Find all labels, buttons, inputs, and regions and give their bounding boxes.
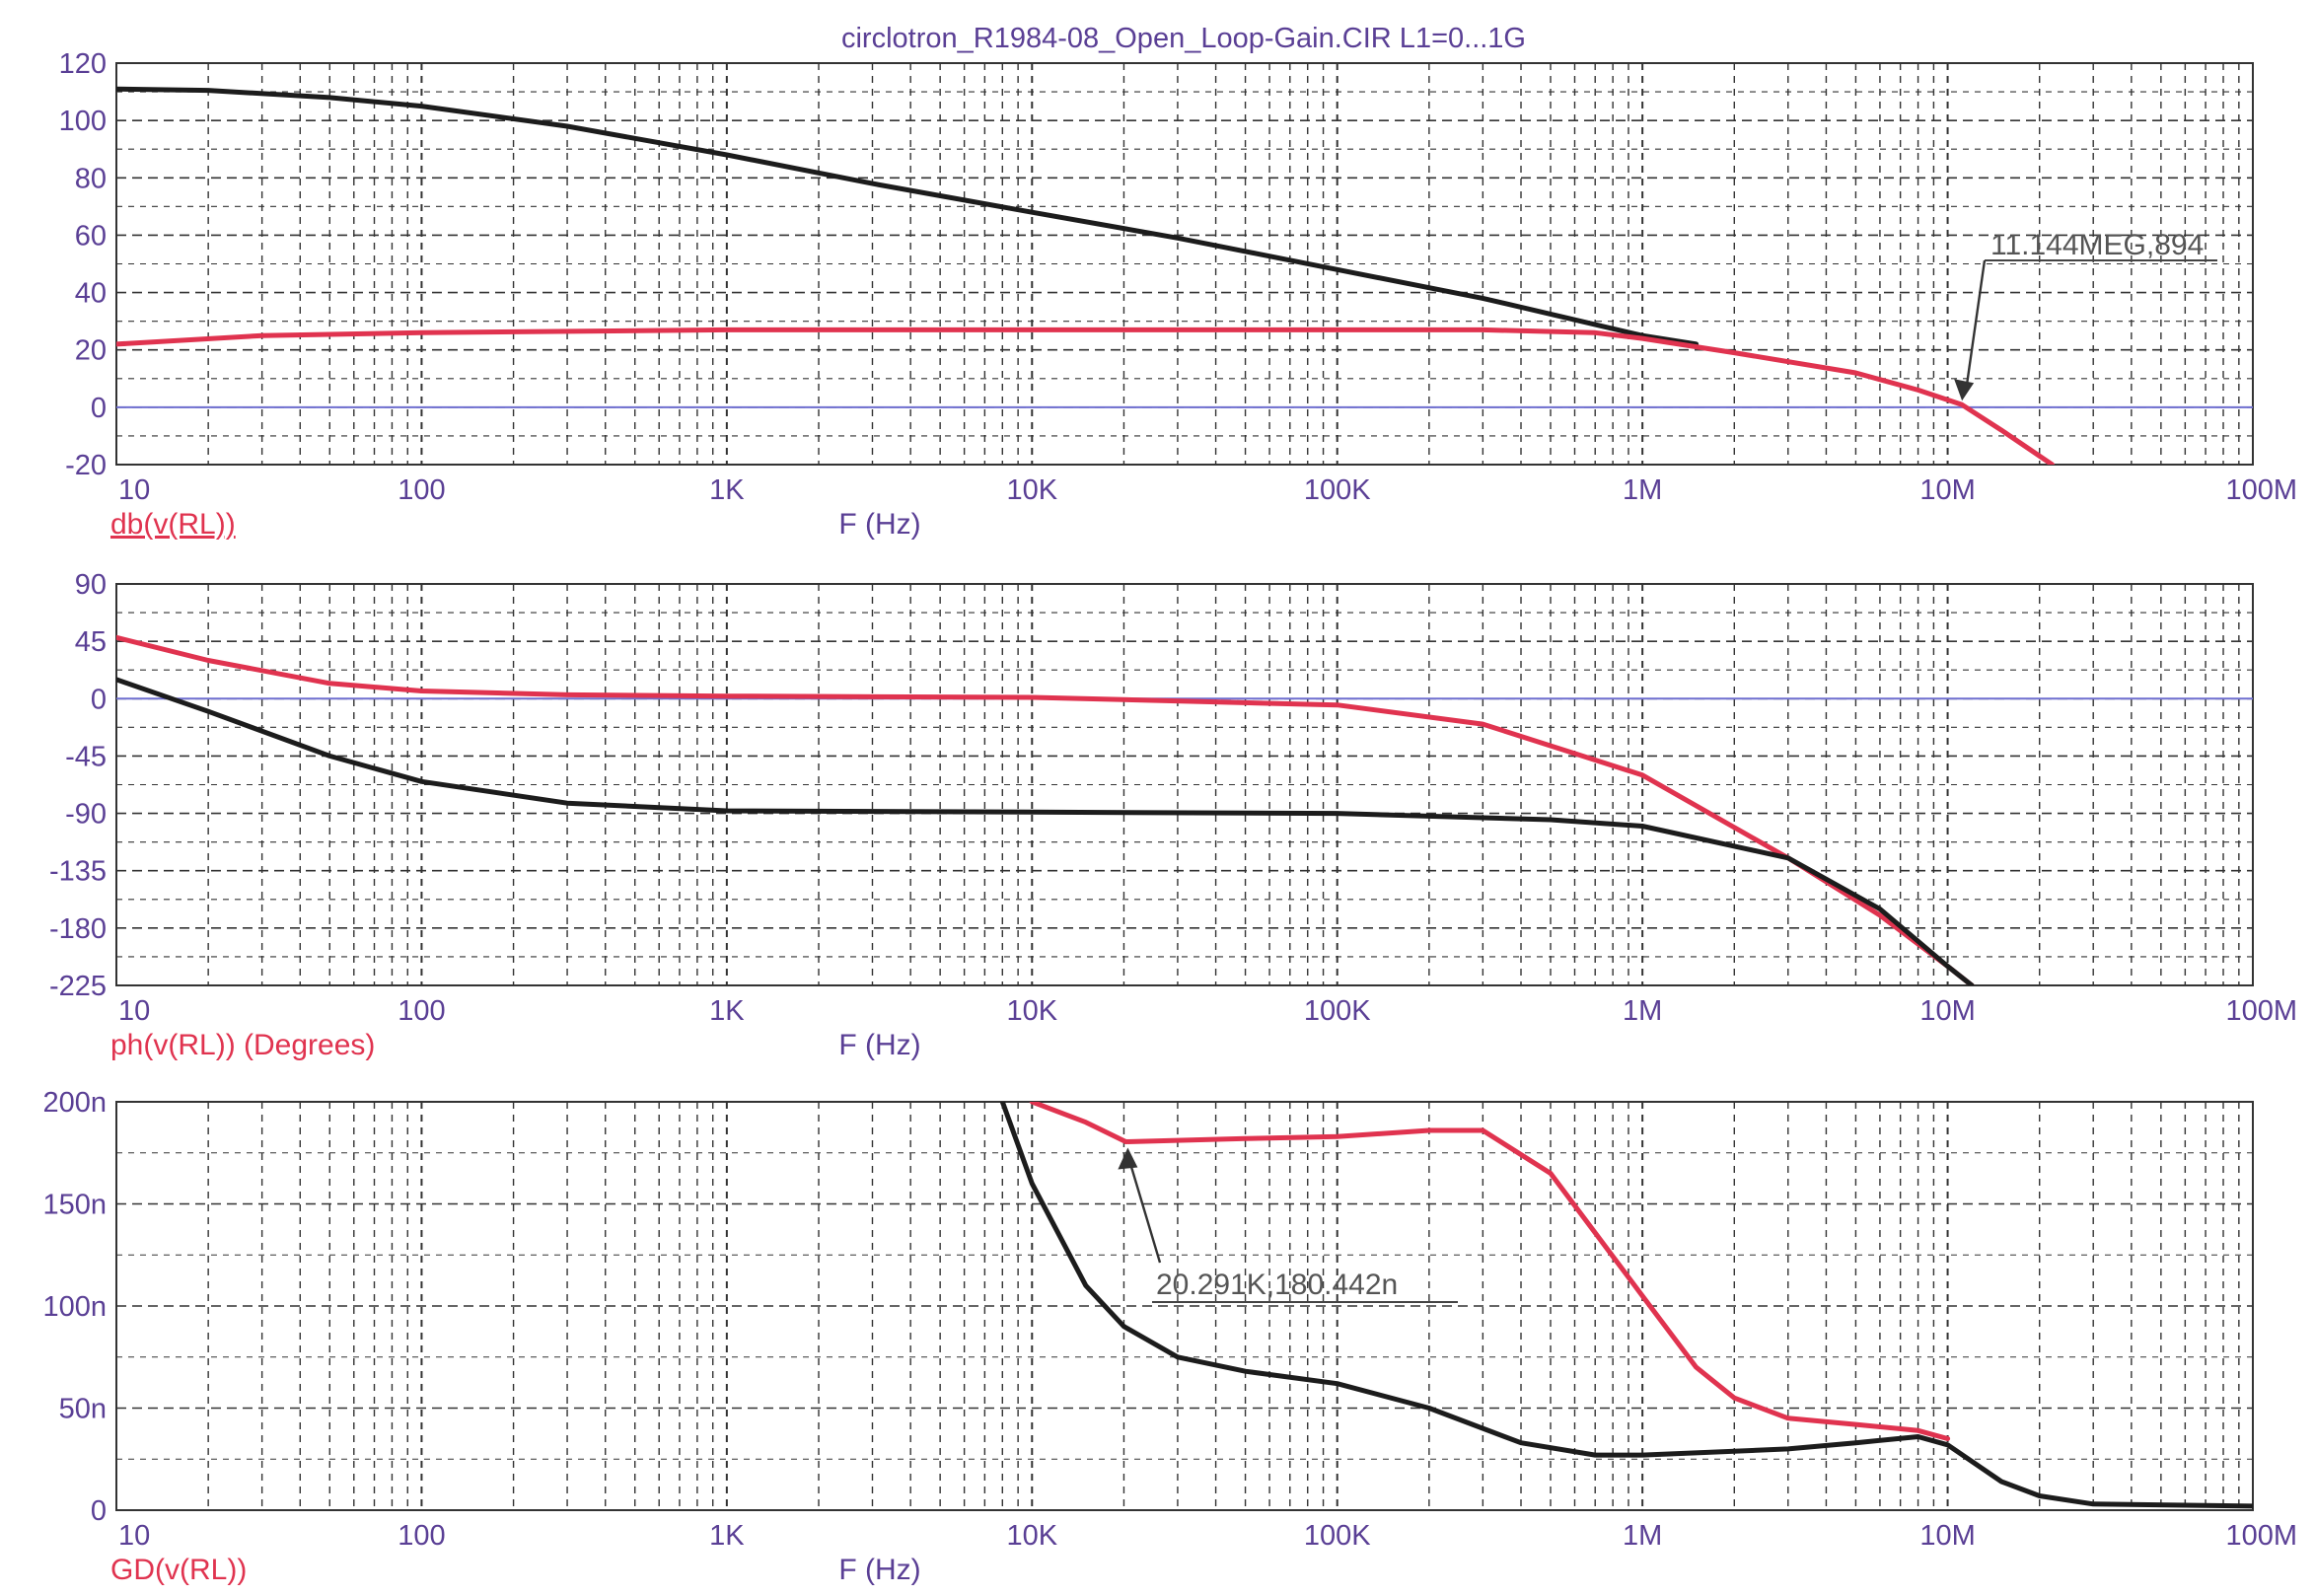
x-tick-label: 10K (1006, 995, 1057, 1027)
x-tick-label: 1K (709, 474, 745, 506)
x-tick-label: 1M (1623, 1520, 1662, 1552)
annotation-leader (1128, 1161, 1162, 1264)
series-group (116, 86, 2055, 465)
data-annotation: 11.144MEG,894 (1954, 229, 2217, 401)
y-tick-label: 0 (91, 1495, 107, 1527)
y-tick-label: -135 (49, 856, 107, 888)
x-axis-label: F (Hz) (838, 1029, 920, 1061)
y-tick-label: -90 (65, 799, 107, 831)
y-tick-label: 0 (91, 684, 107, 715)
x-tick-label: 10K (1006, 1520, 1057, 1552)
x-tick-label: 10K (1006, 474, 1057, 506)
vertical-gridlines (207, 63, 2240, 465)
y-tick-label: 120 (59, 48, 107, 80)
annotation-arrowhead (1954, 379, 1975, 401)
series-line-black (116, 86, 1700, 347)
x-tick-label: 100K (1304, 995, 1371, 1027)
y-tick-label: 40 (75, 278, 107, 310)
y-tick-label: 80 (75, 163, 107, 194)
y-tick-label: 150n (42, 1190, 107, 1221)
y-tick-label: -20 (65, 450, 107, 481)
y-tick-label: 45 (75, 626, 107, 658)
x-tick-label: 1K (709, 995, 745, 1027)
x-tick-label: 100 (398, 474, 445, 506)
x-tick-label: 100K (1304, 474, 1371, 506)
series-line-red (1029, 1102, 1951, 1441)
y-tick-label: 200n (42, 1087, 107, 1119)
y-tick-label: -45 (65, 741, 107, 772)
x-tick-label: 100 (398, 995, 445, 1027)
series-line-red (116, 326, 2055, 465)
x-tick-label: 1M (1623, 995, 1662, 1027)
y-tick-label: 90 (75, 569, 107, 601)
x-tick-label: 10M (1919, 995, 1975, 1027)
annotation-arrowhead (1118, 1147, 1138, 1170)
annotation-label: 11.144MEG,894 (1990, 229, 2204, 261)
series-line-red (116, 634, 1975, 985)
y-tick-label: 0 (91, 393, 107, 424)
x-tick-label: 100K (1304, 1520, 1371, 1552)
chart-panel-3: 0 50n 100n 150n 200n 10 100 1K 10K 100K 1M 10M 100M G… (42, 1087, 2297, 1586)
series-line-black (116, 677, 1975, 985)
y-tick-label: -225 (49, 971, 107, 1002)
chart-panel-1: -20 0 20 40 60 80 100 120 10 100 1K 10K 100K 1M 10M 100… (59, 48, 2297, 541)
series-group (999, 1102, 2253, 1509)
x-tick-label: 10 (118, 474, 150, 506)
y-tick-label: 50n (59, 1394, 107, 1425)
vertical-gridlines (207, 1102, 2240, 1510)
x-tick-label: 10M (1919, 1520, 1975, 1552)
y-tick-label: -180 (49, 913, 107, 945)
x-tick-label: 1K (709, 1520, 745, 1552)
vertical-gridlines (207, 584, 2240, 985)
data-annotation: 20.291K,180.442n (1118, 1147, 1458, 1303)
x-tick-label: 100M (2225, 995, 2297, 1027)
x-tick-label: 100 (398, 1520, 445, 1552)
series-line-black (999, 1102, 2253, 1509)
plot-title: circlotron_R1984-08_Open_Loop-Gain.CIR L… (841, 23, 1526, 54)
y-axis-label: ph(v(RL)) (Degrees) (110, 1029, 375, 1061)
x-tick-label: 100M (2225, 1520, 2297, 1552)
x-tick-label: 1M (1623, 474, 1662, 506)
x-tick-label: 10M (1919, 474, 1975, 506)
y-tick-label: 100 (59, 106, 107, 137)
y-axis-label: GD(v(RL)) (110, 1554, 247, 1586)
y-tick-label: 60 (75, 220, 107, 252)
chart-panel-2: -225 -180 -135 -90 -45 0 45 90 10 100 1K 10K 100K 1M 1… (49, 569, 2297, 1061)
annotation-label: 20.291K,180.442n (1156, 1269, 1398, 1301)
series-group (116, 634, 1975, 985)
x-tick-label: 100M (2225, 474, 2297, 506)
x-tick-label: 10 (118, 995, 150, 1027)
annotation-leader (1964, 259, 1987, 392)
y-tick-label: 100n (42, 1291, 107, 1323)
x-tick-label: 10 (118, 1520, 150, 1552)
x-axis-label: F (Hz) (838, 1554, 920, 1586)
y-axis-label: db(v(RL)) (110, 508, 236, 541)
y-tick-label: 20 (75, 335, 107, 367)
x-axis-label: F (Hz) (838, 508, 920, 541)
